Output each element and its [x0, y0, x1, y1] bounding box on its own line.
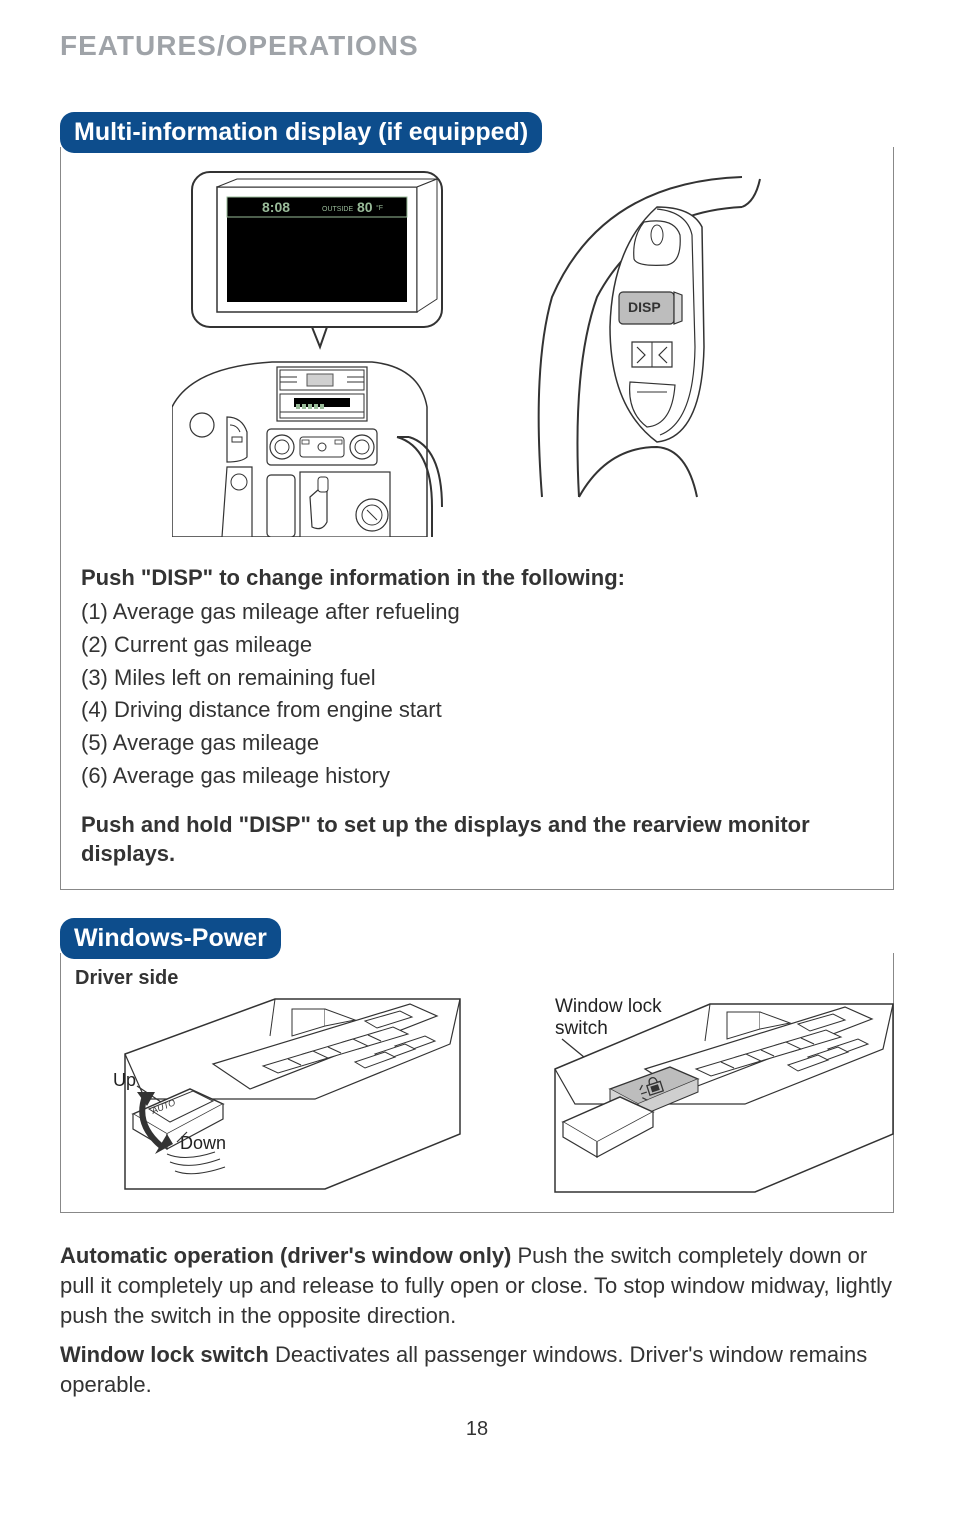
- auto-op-bold: Automatic operation (driver's window onl…: [60, 1243, 511, 1268]
- window-lock-switch-label: Window lock: [555, 996, 662, 1017]
- disp-button-illustration: DISP: [512, 167, 782, 537]
- page-number: 18: [60, 1418, 894, 1441]
- svg-text:switch: switch: [555, 1018, 608, 1039]
- display-temp: 80: [357, 199, 373, 215]
- disp-button-label: DISP: [628, 299, 661, 315]
- page-header: FEATURES/OPERATIONS: [60, 30, 894, 62]
- display-time: 8:08: [262, 199, 290, 215]
- list-item: (3) Miles left on remaining fuel: [81, 663, 873, 694]
- list-item: (4) Driving distance from engine start: [81, 695, 873, 726]
- auto-operation-paragraph: Automatic operation (driver's window onl…: [60, 1241, 894, 1330]
- section2-box: Driver side: [60, 953, 894, 1213]
- section-windows-power: Windows-Power Driver side: [60, 918, 894, 1213]
- window-lock-illustration: Window lock switch: [495, 994, 895, 1194]
- disp-hold-instruction: Push and hold "DISP" to set up the displ…: [81, 810, 873, 869]
- list-item: (2) Current gas mileage: [81, 630, 873, 661]
- section1-box: 8:08 OUTSIDE 80 °F: [60, 147, 894, 890]
- display-outside-label: OUTSIDE: [322, 206, 353, 213]
- driver-side-label: Driver side: [75, 967, 879, 990]
- list-item: (6) Average gas mileage history: [81, 761, 873, 792]
- section-multi-info-display: Multi-information display (if equipped) …: [60, 112, 894, 890]
- disp-instruction-heading: Push "DISP" to change information in the…: [81, 565, 873, 591]
- window-lock-paragraph: Window lock switch Deactivates all passe…: [60, 1340, 894, 1399]
- section1-title: Multi-information display (if equipped): [60, 112, 542, 153]
- up-label: Up: [113, 1070, 136, 1090]
- list-item: (5) Average gas mileage: [81, 728, 873, 759]
- list-item: (1) Average gas mileage after refueling: [81, 597, 873, 628]
- display-unit: °F: [376, 204, 383, 212]
- window-lock-bold: Window lock switch: [60, 1342, 269, 1367]
- window-switch-illustration: AUTO Up Down: [75, 994, 465, 1194]
- disp-list: (1) Average gas mileage after refueling …: [81, 597, 873, 792]
- down-label: Down: [180, 1133, 226, 1153]
- dashboard-illustration: 8:08 OUTSIDE 80 °F: [172, 167, 462, 537]
- section2-title: Windows-Power: [60, 918, 281, 959]
